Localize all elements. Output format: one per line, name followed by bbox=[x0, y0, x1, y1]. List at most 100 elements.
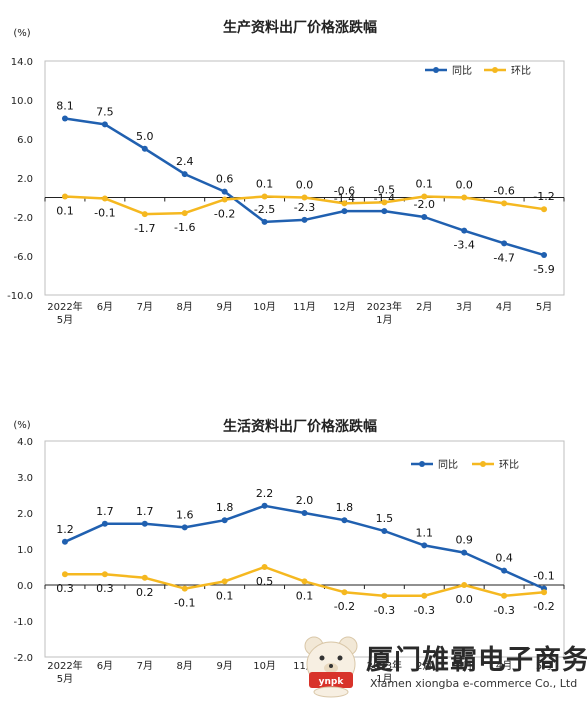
data-point bbox=[341, 517, 348, 524]
x-tick-label: 3月 bbox=[456, 660, 472, 672]
data-point bbox=[141, 211, 148, 218]
data-label: -0.3 bbox=[493, 604, 514, 617]
data-point bbox=[101, 571, 108, 578]
data-point bbox=[501, 592, 508, 599]
legend-marker bbox=[433, 67, 439, 73]
data-point bbox=[341, 200, 348, 207]
watermark-title: 厦门雄霸电子商务 bbox=[366, 645, 587, 676]
data-label: 1.7 bbox=[96, 505, 114, 518]
data-point bbox=[61, 115, 68, 122]
data-point bbox=[421, 214, 428, 220]
data-label: 0.9 bbox=[455, 534, 473, 547]
legend-marker bbox=[480, 461, 486, 467]
data-label: 1.6 bbox=[176, 508, 194, 521]
x-tick-label: 2023年 1月 bbox=[367, 300, 402, 326]
y-tick-label: 3.0 bbox=[17, 473, 33, 484]
data-label: -3.4 bbox=[453, 239, 474, 252]
data-point bbox=[541, 589, 548, 596]
data-point bbox=[381, 592, 388, 599]
data-point bbox=[381, 199, 388, 206]
data-point bbox=[381, 208, 388, 215]
data-point bbox=[261, 218, 268, 225]
data-point bbox=[181, 210, 188, 217]
data-point bbox=[461, 582, 468, 588]
x-tick-label: 9月 bbox=[216, 660, 232, 672]
y-tick-label: 4.0 bbox=[17, 437, 33, 448]
data-label: -0.5 bbox=[374, 183, 395, 196]
data-point bbox=[301, 578, 308, 585]
data-label: -0.3 bbox=[374, 604, 395, 617]
data-label: -1.6 bbox=[174, 221, 195, 234]
data-label: 0.1 bbox=[256, 178, 274, 191]
legend-marker bbox=[492, 67, 498, 73]
data-label: -0.2 bbox=[533, 600, 554, 613]
y-unit-label: (%) bbox=[13, 420, 30, 431]
data-point bbox=[501, 240, 508, 247]
chart-title: 生产资料出厂价格涨跌幅 bbox=[223, 19, 377, 36]
data-label: -2.5 bbox=[254, 203, 275, 216]
data-label: 1.8 bbox=[336, 501, 354, 514]
data-point bbox=[221, 196, 228, 203]
legend-label: 环比 bbox=[499, 459, 519, 471]
data-label: -1.2 bbox=[533, 190, 554, 203]
y-tick-label: 0.0 bbox=[17, 581, 33, 592]
y-tick-label: -1.0 bbox=[13, 617, 33, 628]
x-tick-label: 2023年 1月 bbox=[367, 659, 402, 685]
x-tick-label: 3月 bbox=[456, 301, 472, 313]
data-point bbox=[141, 145, 148, 152]
data-point bbox=[221, 188, 228, 195]
plot-area bbox=[44, 60, 565, 296]
data-point bbox=[381, 528, 388, 534]
x-tick-label: 2月 bbox=[416, 660, 432, 672]
x-tick-label: 7月 bbox=[137, 301, 153, 313]
data-point bbox=[301, 510, 308, 516]
data-point bbox=[261, 502, 268, 509]
data-label: 0.1 bbox=[56, 205, 74, 218]
data-point bbox=[341, 208, 348, 215]
data-label: -0.2 bbox=[334, 600, 355, 613]
data-point bbox=[461, 227, 468, 234]
data-label: -2.0 bbox=[414, 198, 435, 211]
data-point bbox=[421, 193, 428, 200]
watermark-subtitle: Xiamen xiongba e-commerce Co., Ltd bbox=[370, 677, 578, 690]
chart-producer-goods: 生产资料出厂价格涨跌幅 (%) 14.0 10.0 6.0 2.0 -2.0 -6.0 -10.… bbox=[7, 19, 565, 326]
data-point bbox=[301, 194, 308, 201]
data-point bbox=[261, 193, 268, 200]
data-point bbox=[501, 567, 508, 574]
legend-marker bbox=[419, 461, 425, 467]
legend-label: 同比 bbox=[438, 459, 458, 471]
data-label: 1.1 bbox=[416, 526, 434, 539]
data-label: 0.0 bbox=[296, 179, 314, 192]
data-point bbox=[221, 517, 228, 524]
data-point bbox=[461, 549, 468, 556]
data-label: -0.1 bbox=[94, 206, 115, 219]
y-tick-label: 1.0 bbox=[17, 545, 33, 556]
chart-title: 生活资料出厂价格涨跌幅 bbox=[223, 418, 377, 435]
data-label: 1.8 bbox=[216, 501, 234, 514]
watermark: ynpk 厦门雄霸电子商务 Xiamen xiongba e-commerce … bbox=[300, 630, 587, 700]
x-tick-label: 12月 bbox=[333, 301, 356, 313]
data-label: -0.6 bbox=[334, 184, 355, 197]
data-label: 0.0 bbox=[455, 593, 473, 606]
data-label: -0.1 bbox=[533, 570, 554, 583]
data-label: -1.7 bbox=[134, 222, 155, 235]
data-point bbox=[421, 542, 428, 549]
data-point bbox=[101, 520, 108, 527]
data-label: 0.1 bbox=[296, 589, 314, 602]
legend-label: 同比 bbox=[452, 65, 472, 77]
x-tick-label: 8月 bbox=[177, 660, 193, 672]
data-label: -2.3 bbox=[294, 201, 315, 214]
x-tick-label: 10月 bbox=[253, 660, 276, 672]
data-label: 0.1 bbox=[216, 589, 234, 602]
data-point bbox=[101, 121, 108, 128]
x-tick-label: 4月 bbox=[496, 660, 512, 672]
x-tick-label: 11月 bbox=[293, 301, 316, 313]
data-point bbox=[461, 194, 468, 201]
y-tick-label: -10.0 bbox=[7, 291, 33, 302]
data-label: 1.7 bbox=[136, 505, 154, 518]
data-label: 0.1 bbox=[416, 178, 434, 191]
x-tick-label: 6月 bbox=[97, 301, 113, 313]
data-label: 0.6 bbox=[216, 173, 234, 186]
y-tick-label: -2.0 bbox=[13, 213, 33, 224]
data-point bbox=[61, 538, 68, 545]
